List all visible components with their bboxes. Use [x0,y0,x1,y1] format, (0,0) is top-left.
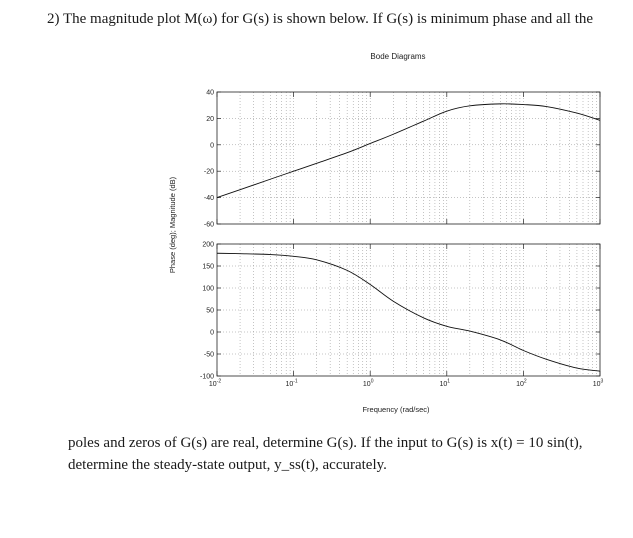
question-line-3: determine the steady-state output, y_ss(… [68,457,387,473]
x-tick-label: 10-2 [209,379,221,389]
phase-curve [216,252,601,372]
x-tick-labels: 10-2 10-1 100 101 102 103 [209,379,604,389]
y-tick-label: -100 [200,374,214,381]
question-continuation: poles and zeros of G(s) are real, determ… [68,432,628,476]
phase-axes-frame [216,243,601,377]
x-tick-label: 101 [440,379,451,389]
phase-panel: 200 150 100 50 0 -50 -100 [200,242,601,381]
y-tick-label: 200 [202,242,214,249]
chart-ylabel: Phase (deg); Magnitude (dB) [168,176,177,273]
y-tick-label: 0 [210,330,214,337]
y-tick-label: 20 [206,116,214,123]
question-line-2: poles and zeros of G(s) are real, determ… [68,435,583,451]
x-tick-label: 103 [593,379,604,389]
magnitude-axes-frame [216,91,601,225]
x-tick-label: 10-1 [285,379,297,389]
magnitude-curve [216,103,601,199]
y-tick-label: -50 [204,352,214,359]
y-tick-label: 0 [210,142,214,149]
bode-diagram: Bode Diagrams Phase (deg); Magnitude (dB… [168,52,604,414]
y-tick-label: 150 [202,264,214,271]
y-tick-label: -60 [204,222,214,229]
y-tick-label: 100 [202,286,214,293]
x-tick-label: 102 [516,379,527,389]
y-tick-label: 50 [206,308,214,315]
x-tick-label: 100 [363,379,374,389]
chart-xlabel: Frequency (rad/sec) [362,405,430,414]
y-tick-label: -40 [204,195,214,202]
magnitude-panel: 40 20 0 -20 -40 -60 [204,90,601,229]
y-tick-label: -20 [204,169,214,176]
question-intro-text: The magnitude plot M(ω) for G(s) is show… [62,11,594,27]
question-intro: 2) The magnitude plot M(ω) for G(s) is s… [47,11,627,28]
question-number: 2) [47,11,60,27]
y-tick-label: 40 [206,90,214,97]
chart-title: Bode Diagrams [370,52,425,61]
